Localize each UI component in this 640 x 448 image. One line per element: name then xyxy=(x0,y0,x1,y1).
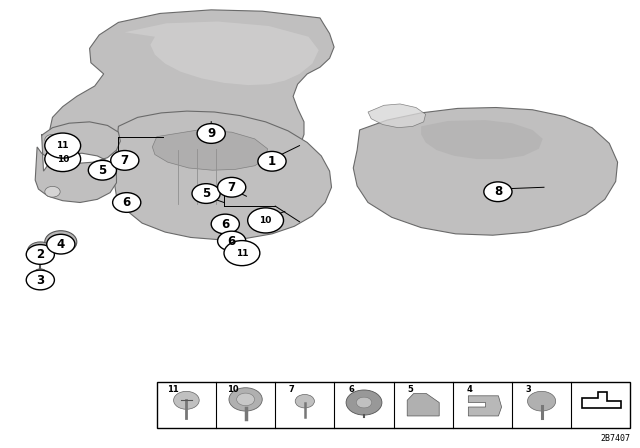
Circle shape xyxy=(258,151,286,171)
Circle shape xyxy=(173,392,199,409)
Circle shape xyxy=(26,270,54,290)
Polygon shape xyxy=(353,108,618,235)
Circle shape xyxy=(111,151,139,170)
Circle shape xyxy=(237,393,255,406)
Text: 6: 6 xyxy=(228,234,236,248)
Text: 7: 7 xyxy=(289,385,294,394)
Text: 6: 6 xyxy=(348,385,354,394)
Circle shape xyxy=(26,245,54,264)
Polygon shape xyxy=(35,122,120,202)
Text: 5: 5 xyxy=(407,385,413,394)
Text: 6: 6 xyxy=(221,217,229,231)
Circle shape xyxy=(45,133,81,158)
Polygon shape xyxy=(114,111,332,240)
Text: 7: 7 xyxy=(121,154,129,167)
Circle shape xyxy=(346,390,382,415)
Circle shape xyxy=(224,241,260,266)
Circle shape xyxy=(29,273,52,289)
Polygon shape xyxy=(152,130,268,170)
Text: 11: 11 xyxy=(56,141,69,150)
Circle shape xyxy=(47,234,75,254)
Circle shape xyxy=(28,242,53,260)
Circle shape xyxy=(218,231,246,251)
Text: 5: 5 xyxy=(99,164,106,177)
Circle shape xyxy=(295,395,314,408)
Text: 1: 1 xyxy=(268,155,276,168)
Polygon shape xyxy=(421,120,543,159)
Text: 3: 3 xyxy=(525,385,531,394)
Circle shape xyxy=(45,231,77,253)
Text: 10: 10 xyxy=(56,155,69,164)
Polygon shape xyxy=(407,394,439,416)
Circle shape xyxy=(211,214,239,234)
Circle shape xyxy=(45,186,60,197)
Circle shape xyxy=(45,146,81,172)
Circle shape xyxy=(527,392,556,411)
Circle shape xyxy=(197,124,225,143)
Text: 4: 4 xyxy=(57,237,65,251)
Circle shape xyxy=(218,177,246,197)
Polygon shape xyxy=(368,104,426,128)
Circle shape xyxy=(88,160,116,180)
Polygon shape xyxy=(125,22,319,85)
Text: 9: 9 xyxy=(207,127,215,140)
Text: 4: 4 xyxy=(467,385,472,394)
Circle shape xyxy=(356,397,372,408)
FancyBboxPatch shape xyxy=(157,382,630,428)
Circle shape xyxy=(484,182,512,202)
Circle shape xyxy=(113,193,141,212)
Circle shape xyxy=(34,269,47,278)
Circle shape xyxy=(53,237,68,247)
Polygon shape xyxy=(50,10,334,176)
Circle shape xyxy=(248,208,284,233)
Text: 10: 10 xyxy=(259,216,272,225)
Text: 2: 2 xyxy=(36,248,44,261)
Text: 2B7407: 2B7407 xyxy=(600,434,630,443)
Text: 7: 7 xyxy=(228,181,236,194)
Text: 6: 6 xyxy=(123,196,131,209)
Text: 10: 10 xyxy=(227,385,238,394)
Text: 3: 3 xyxy=(36,273,44,287)
Polygon shape xyxy=(468,396,502,416)
Polygon shape xyxy=(582,392,621,409)
Circle shape xyxy=(229,388,262,411)
Circle shape xyxy=(45,134,60,145)
Text: 11: 11 xyxy=(168,385,179,394)
Text: 11: 11 xyxy=(236,249,248,258)
Text: 5: 5 xyxy=(202,187,210,200)
Circle shape xyxy=(192,184,220,203)
Circle shape xyxy=(35,278,45,285)
Text: 8: 8 xyxy=(494,185,502,198)
